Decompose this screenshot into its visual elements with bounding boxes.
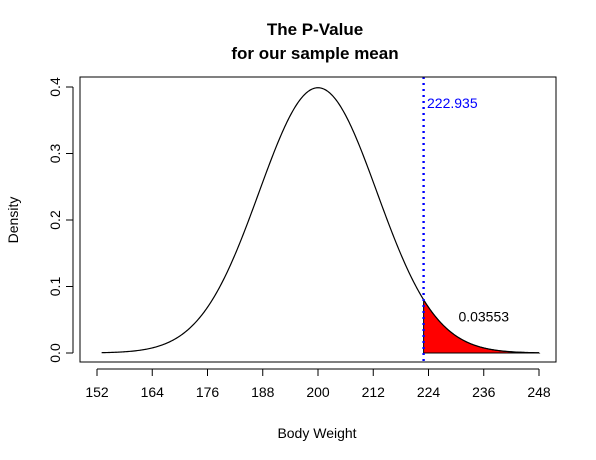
p-value-annotation: 0.03553 bbox=[458, 309, 509, 325]
density-curve bbox=[101, 87, 540, 354]
y-tick-label: 0.3 bbox=[47, 144, 63, 164]
x-tick-label: 200 bbox=[306, 384, 330, 400]
x-tick-label: 212 bbox=[362, 384, 386, 400]
y-axis-label: Density bbox=[5, 197, 21, 244]
vline-label: 222.935 bbox=[427, 95, 478, 111]
y-tick-label: 0.4 bbox=[47, 77, 63, 97]
plot-frame bbox=[79, 76, 557, 363]
chart-subtitle: for our sample mean bbox=[231, 44, 398, 63]
x-tick-label: 164 bbox=[141, 384, 165, 400]
x-tick-label: 224 bbox=[417, 384, 441, 400]
x-tick-label: 188 bbox=[251, 384, 275, 400]
y-tick-label: 0.1 bbox=[47, 277, 63, 297]
x-tick-label: 236 bbox=[472, 384, 496, 400]
p-value-shaded-region bbox=[423, 297, 541, 354]
y-tick-label: 0.2 bbox=[47, 210, 63, 230]
x-axis-label: Body Weight bbox=[277, 425, 356, 441]
x-tick-label: 248 bbox=[527, 384, 551, 400]
x-tick-label: 152 bbox=[85, 384, 109, 400]
y-tick-label: 0.0 bbox=[47, 343, 63, 363]
x-tick-label: 176 bbox=[196, 384, 220, 400]
chart-title: The P-Value bbox=[267, 20, 363, 39]
